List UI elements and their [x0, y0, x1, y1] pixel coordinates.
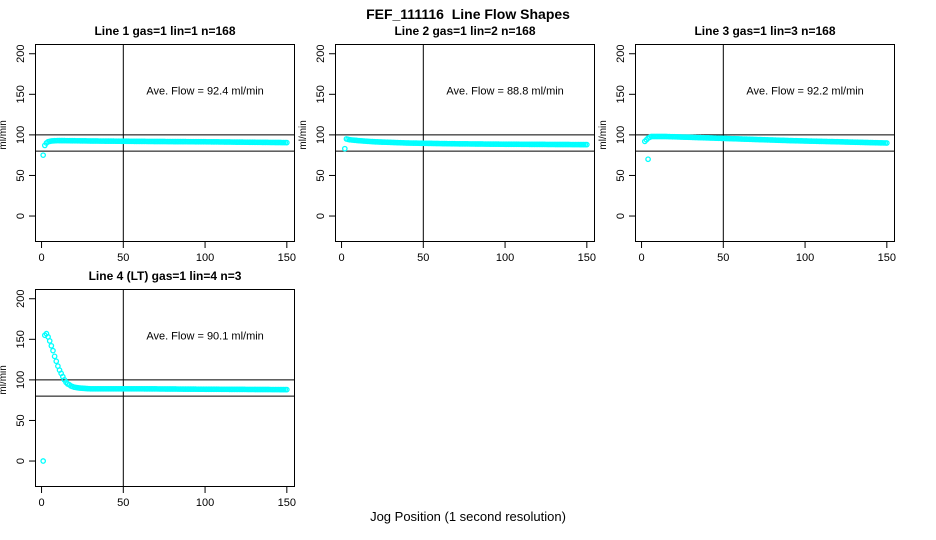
x-axis-ticks: 0 50 100 150	[38, 242, 296, 264]
data-points	[40, 137, 290, 159]
data-points	[341, 136, 590, 152]
x-tick-label: 100	[196, 497, 214, 509]
panel-title: Line 3 gas=1 lin=3 n=168	[694, 24, 835, 38]
y-tick-label: 50	[315, 169, 327, 181]
y-tick-label: 50	[15, 169, 27, 181]
panel-title: Line 2 gas=1 lin=2 n=168	[394, 24, 535, 38]
panel-line-2: 0 50 100 150 0 50 100 150 200 ml/min Line 2 gas=1 …	[298, 24, 596, 264]
panel-line-4: 0 50 100 150 0 50 100 150 200 ml/min Line 4 (LT) g…	[0, 269, 296, 509]
x-tick-label: 100	[496, 252, 514, 264]
data-point	[40, 152, 47, 159]
plot-box	[335, 44, 595, 242]
x-axis-ticks: 0 50 100 150	[38, 487, 296, 509]
ave-flow-annotation: Ave. Flow = 90.1 ml/min	[146, 330, 263, 342]
x-tick-label: 150	[278, 497, 296, 509]
data-point	[283, 386, 290, 393]
y-tick-label: 200	[615, 45, 627, 63]
x-tick-label: 50	[117, 497, 129, 509]
ave-flow-annotation: Ave. Flow = 92.4 ml/min	[146, 85, 263, 97]
y-tick-label: 0	[15, 213, 27, 219]
x-tick-label: 100	[196, 252, 214, 264]
y-axis-ticks: 0 50 100 150 200	[615, 45, 635, 219]
y-axis-title: ml/min	[298, 120, 309, 149]
plot-box	[35, 289, 295, 487]
y-tick-label: 50	[15, 414, 27, 426]
y-tick-label: 100	[615, 126, 627, 144]
y-axis-title: ml/min	[0, 365, 9, 394]
data-points	[641, 133, 890, 163]
panel-title: Line 1 gas=1 lin=1 n=168	[94, 24, 235, 38]
x-tick-label: 0	[638, 252, 644, 264]
data-point	[883, 140, 890, 146]
x-tick-label: 150	[878, 252, 896, 264]
data-point	[40, 458, 47, 464]
y-tick-label: 100	[15, 126, 27, 144]
x-axis-ticks: 0 50 100 150	[638, 242, 896, 264]
x-tick-label: 0	[338, 252, 344, 264]
y-axis-ticks: 0 50 100 150 200	[15, 45, 35, 219]
data-point	[283, 139, 290, 146]
plot-box	[35, 44, 295, 242]
panel-line-3: 0 50 100 150 0 50 100 150 200 ml/min Line 3 gas=1 …	[598, 24, 896, 264]
data-point	[51, 353, 58, 360]
data-point	[341, 145, 348, 152]
x-tick-label: 50	[117, 252, 129, 264]
ave-flow-annotation: Ave. Flow = 88.8 ml/min	[446, 85, 563, 97]
data-point	[645, 156, 651, 163]
x-tick-label: 0	[38, 497, 44, 509]
y-axis-title: ml/min	[0, 120, 9, 149]
x-tick-label: 150	[278, 252, 296, 264]
y-tick-label: 150	[15, 85, 27, 103]
y-tick-label: 150	[15, 330, 27, 348]
y-tick-label: 200	[315, 45, 327, 63]
x-tick-label: 50	[717, 252, 729, 264]
x-tick-label: 100	[796, 252, 814, 264]
data-point	[48, 342, 55, 349]
data-points	[40, 330, 290, 464]
data-point	[583, 141, 590, 148]
ave-flow-annotation: Ave. Flow = 92.2 ml/min	[746, 85, 863, 97]
data-point	[53, 358, 60, 365]
data-point	[50, 347, 56, 354]
y-axis-title: ml/min	[598, 120, 609, 149]
y-tick-label: 0	[315, 213, 327, 219]
y-axis-ticks: 0 50 100 150 200	[15, 290, 35, 464]
y-tick-label: 150	[615, 85, 627, 103]
x-axis-ticks: 0 50 100 150	[338, 242, 596, 264]
y-tick-label: 0	[615, 213, 627, 219]
y-tick-label: 100	[15, 371, 27, 389]
x-tick-label: 50	[417, 252, 429, 264]
y-tick-label: 200	[15, 290, 27, 308]
x-tick-label: 150	[578, 252, 596, 264]
y-tick-label: 100	[315, 126, 327, 144]
x-tick-label: 0	[38, 252, 44, 264]
figure-title: FEF_111116 Line Flow Shapes	[366, 6, 570, 22]
data-point	[46, 338, 53, 344]
y-tick-label: 50	[615, 169, 627, 181]
x-axis-label: Jog Position (1 second resolution)	[370, 509, 566, 524]
y-tick-label: 200	[15, 45, 27, 63]
panel-title: Line 4 (LT) gas=1 lin=4 n=3	[89, 269, 242, 283]
y-tick-label: 150	[315, 85, 327, 103]
y-axis-ticks: 0 50 100 150 200	[315, 45, 335, 219]
y-tick-label: 0	[15, 458, 27, 464]
panel-line-1: 0 50 100 150 0 50 100 150 200 ml/min Line 1 gas=1 …	[0, 24, 296, 264]
plot-box	[635, 44, 895, 242]
